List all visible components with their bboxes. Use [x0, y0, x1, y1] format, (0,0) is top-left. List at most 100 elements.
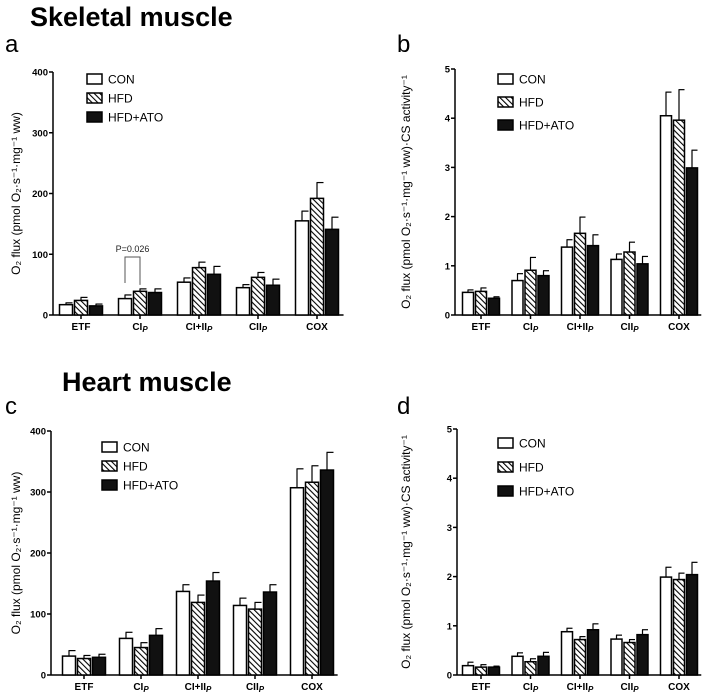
category-label-text: CII — [246, 682, 259, 693]
bar-con-cox — [289, 486, 305, 676]
bar-con-cii — [235, 286, 251, 316]
y-tick-label: 2 — [445, 212, 450, 223]
bar-hfd-etf — [73, 299, 89, 316]
legend-swatch — [86, 111, 103, 123]
bar-hfd-ato-ci-ii — [206, 273, 222, 316]
category-label: COX — [306, 322, 328, 333]
bar-hfd-ato-etf — [91, 656, 107, 676]
bar-con-cox — [659, 576, 673, 676]
category-label: CIP — [523, 682, 539, 694]
legend-label: HFD+ATO — [108, 111, 163, 125]
bar-hfd-ato-etf — [487, 666, 501, 676]
bar-hfd-ato-cox — [685, 573, 699, 676]
legend-label: HFD — [123, 460, 148, 474]
bar-hfd-cox — [304, 481, 320, 676]
y-tick-label: 300 — [30, 488, 46, 499]
category-label: COX — [301, 682, 323, 693]
legend-label: HFD+ATO — [123, 479, 178, 493]
y-tick-label: 3 — [445, 163, 450, 174]
category-label: COX — [668, 682, 690, 693]
p-value-annotation: P=0.026 — [116, 244, 150, 254]
panel-c: c 0 100 200 300 400 O₂ flux (pmol O₂·s⁻¹·mg⁻¹ … — [5, 393, 338, 694]
bar-con-ci-ii — [175, 590, 191, 676]
category-label-text: ETF — [72, 322, 91, 333]
bar-con-cox — [294, 220, 310, 316]
category-label: CIIP — [620, 682, 639, 694]
bar-con-cii — [232, 604, 248, 676]
legend-swatch — [497, 461, 514, 473]
y-tick-label: 1 — [445, 261, 451, 272]
y-axis-label: O₂ flux (pmol O₂·s⁻¹·mg⁻¹ ww)·CS activit… — [399, 75, 413, 309]
bar-hfd-ci — [133, 646, 149, 676]
category-label-text: COX — [301, 682, 323, 693]
bar-hfd-etf — [474, 666, 488, 676]
bar-con-etf — [61, 655, 77, 676]
category-label: COX — [668, 322, 690, 333]
section-title-skeletal: Skeletal muscle — [30, 2, 233, 32]
bar-con-cii — [610, 258, 623, 316]
bar-con-ci — [117, 297, 133, 316]
category-label: ETF — [472, 682, 491, 693]
legend-swatch — [497, 119, 514, 131]
bar-hfd-ato-etf — [487, 297, 501, 316]
bar-hfd-cii — [623, 251, 636, 316]
category-label: CIP — [133, 682, 149, 694]
category-label-text: ETF — [472, 682, 491, 693]
panel-b: b 0 1 2 3 4 5 O₂ flux (pmol O₂·s⁻¹·mg⁻¹ ww)·CS … — [397, 31, 702, 334]
bar-hfd-cii — [250, 276, 266, 316]
category-label-text: CI+II — [567, 322, 589, 333]
category-label-sub: P — [533, 685, 539, 694]
bar-con-ci — [511, 655, 524, 676]
category-label-text: CI — [133, 682, 143, 693]
category-label-text: ETF — [472, 322, 491, 333]
y-tick-label: 2 — [447, 572, 452, 583]
legend-label: CON — [108, 73, 135, 87]
bar-hfd-ato-ci-ii — [586, 244, 600, 316]
y-tick-label: 200 — [30, 549, 46, 560]
bar-hfd-ato-cii — [636, 263, 649, 316]
legend-swatch — [497, 485, 514, 497]
y-axis-label: O₂ flux (pmol O₂·s⁻¹·mg⁻¹ ww) — [9, 472, 23, 635]
y-tick-label: 200 — [32, 189, 48, 200]
legend-label: HFD — [519, 461, 544, 475]
legend-swatch — [497, 437, 514, 449]
y-tick-label: 0 — [43, 311, 48, 322]
category-label-text: CI — [132, 322, 142, 333]
category-label-sub: P — [633, 685, 639, 694]
bar-hfd-cox — [309, 197, 325, 316]
y-tick-label: 5 — [447, 425, 453, 436]
category-label: CIP — [523, 322, 539, 334]
category-label-text: COX — [668, 322, 690, 333]
category-label: CIIP — [246, 682, 265, 694]
bar-hfd-ato-cii — [262, 591, 278, 676]
bar-hfd-cii — [247, 608, 263, 676]
legend-label: CON — [123, 441, 150, 455]
panel-letter: a — [5, 31, 19, 58]
y-tick-label: 100 — [30, 610, 46, 621]
category-label-sub: P — [142, 325, 148, 334]
category-label-text: CI+II — [186, 322, 208, 333]
bar-hfd-ci — [524, 660, 537, 676]
bar-hfd-cii — [623, 641, 636, 676]
legend-swatch — [101, 479, 118, 491]
bar-hfd-ato-ci-ii — [205, 580, 221, 676]
legend-label: HFD+ATO — [519, 119, 574, 133]
category-label-sub: P — [633, 325, 639, 334]
bar-hfd-etf — [474, 290, 488, 316]
category-label: CI+IIP — [567, 322, 594, 334]
bar-hfd-cox — [672, 578, 686, 676]
y-tick-label: 4 — [447, 474, 453, 485]
section-title-heart: Heart muscle — [62, 367, 232, 397]
legend-label: HFD+ATO — [519, 485, 574, 499]
category-label-text: CI+II — [185, 682, 207, 693]
bar-hfd-ci-ii — [573, 232, 587, 316]
y-axis-label: O₂ flux (pmol O₂·s⁻¹·mg⁻¹ ww)·CS activit… — [399, 435, 413, 669]
bar-hfd-etf — [76, 657, 92, 676]
category-label: CIP — [132, 322, 148, 334]
category-label-text: CI+II — [567, 682, 589, 693]
bar-con-cii — [610, 638, 623, 676]
category-label-sub: P — [533, 325, 539, 334]
panel-letter: b — [397, 31, 410, 58]
bar-hfd-ato-cii — [636, 633, 649, 676]
bar-hfd-ci — [524, 269, 537, 316]
